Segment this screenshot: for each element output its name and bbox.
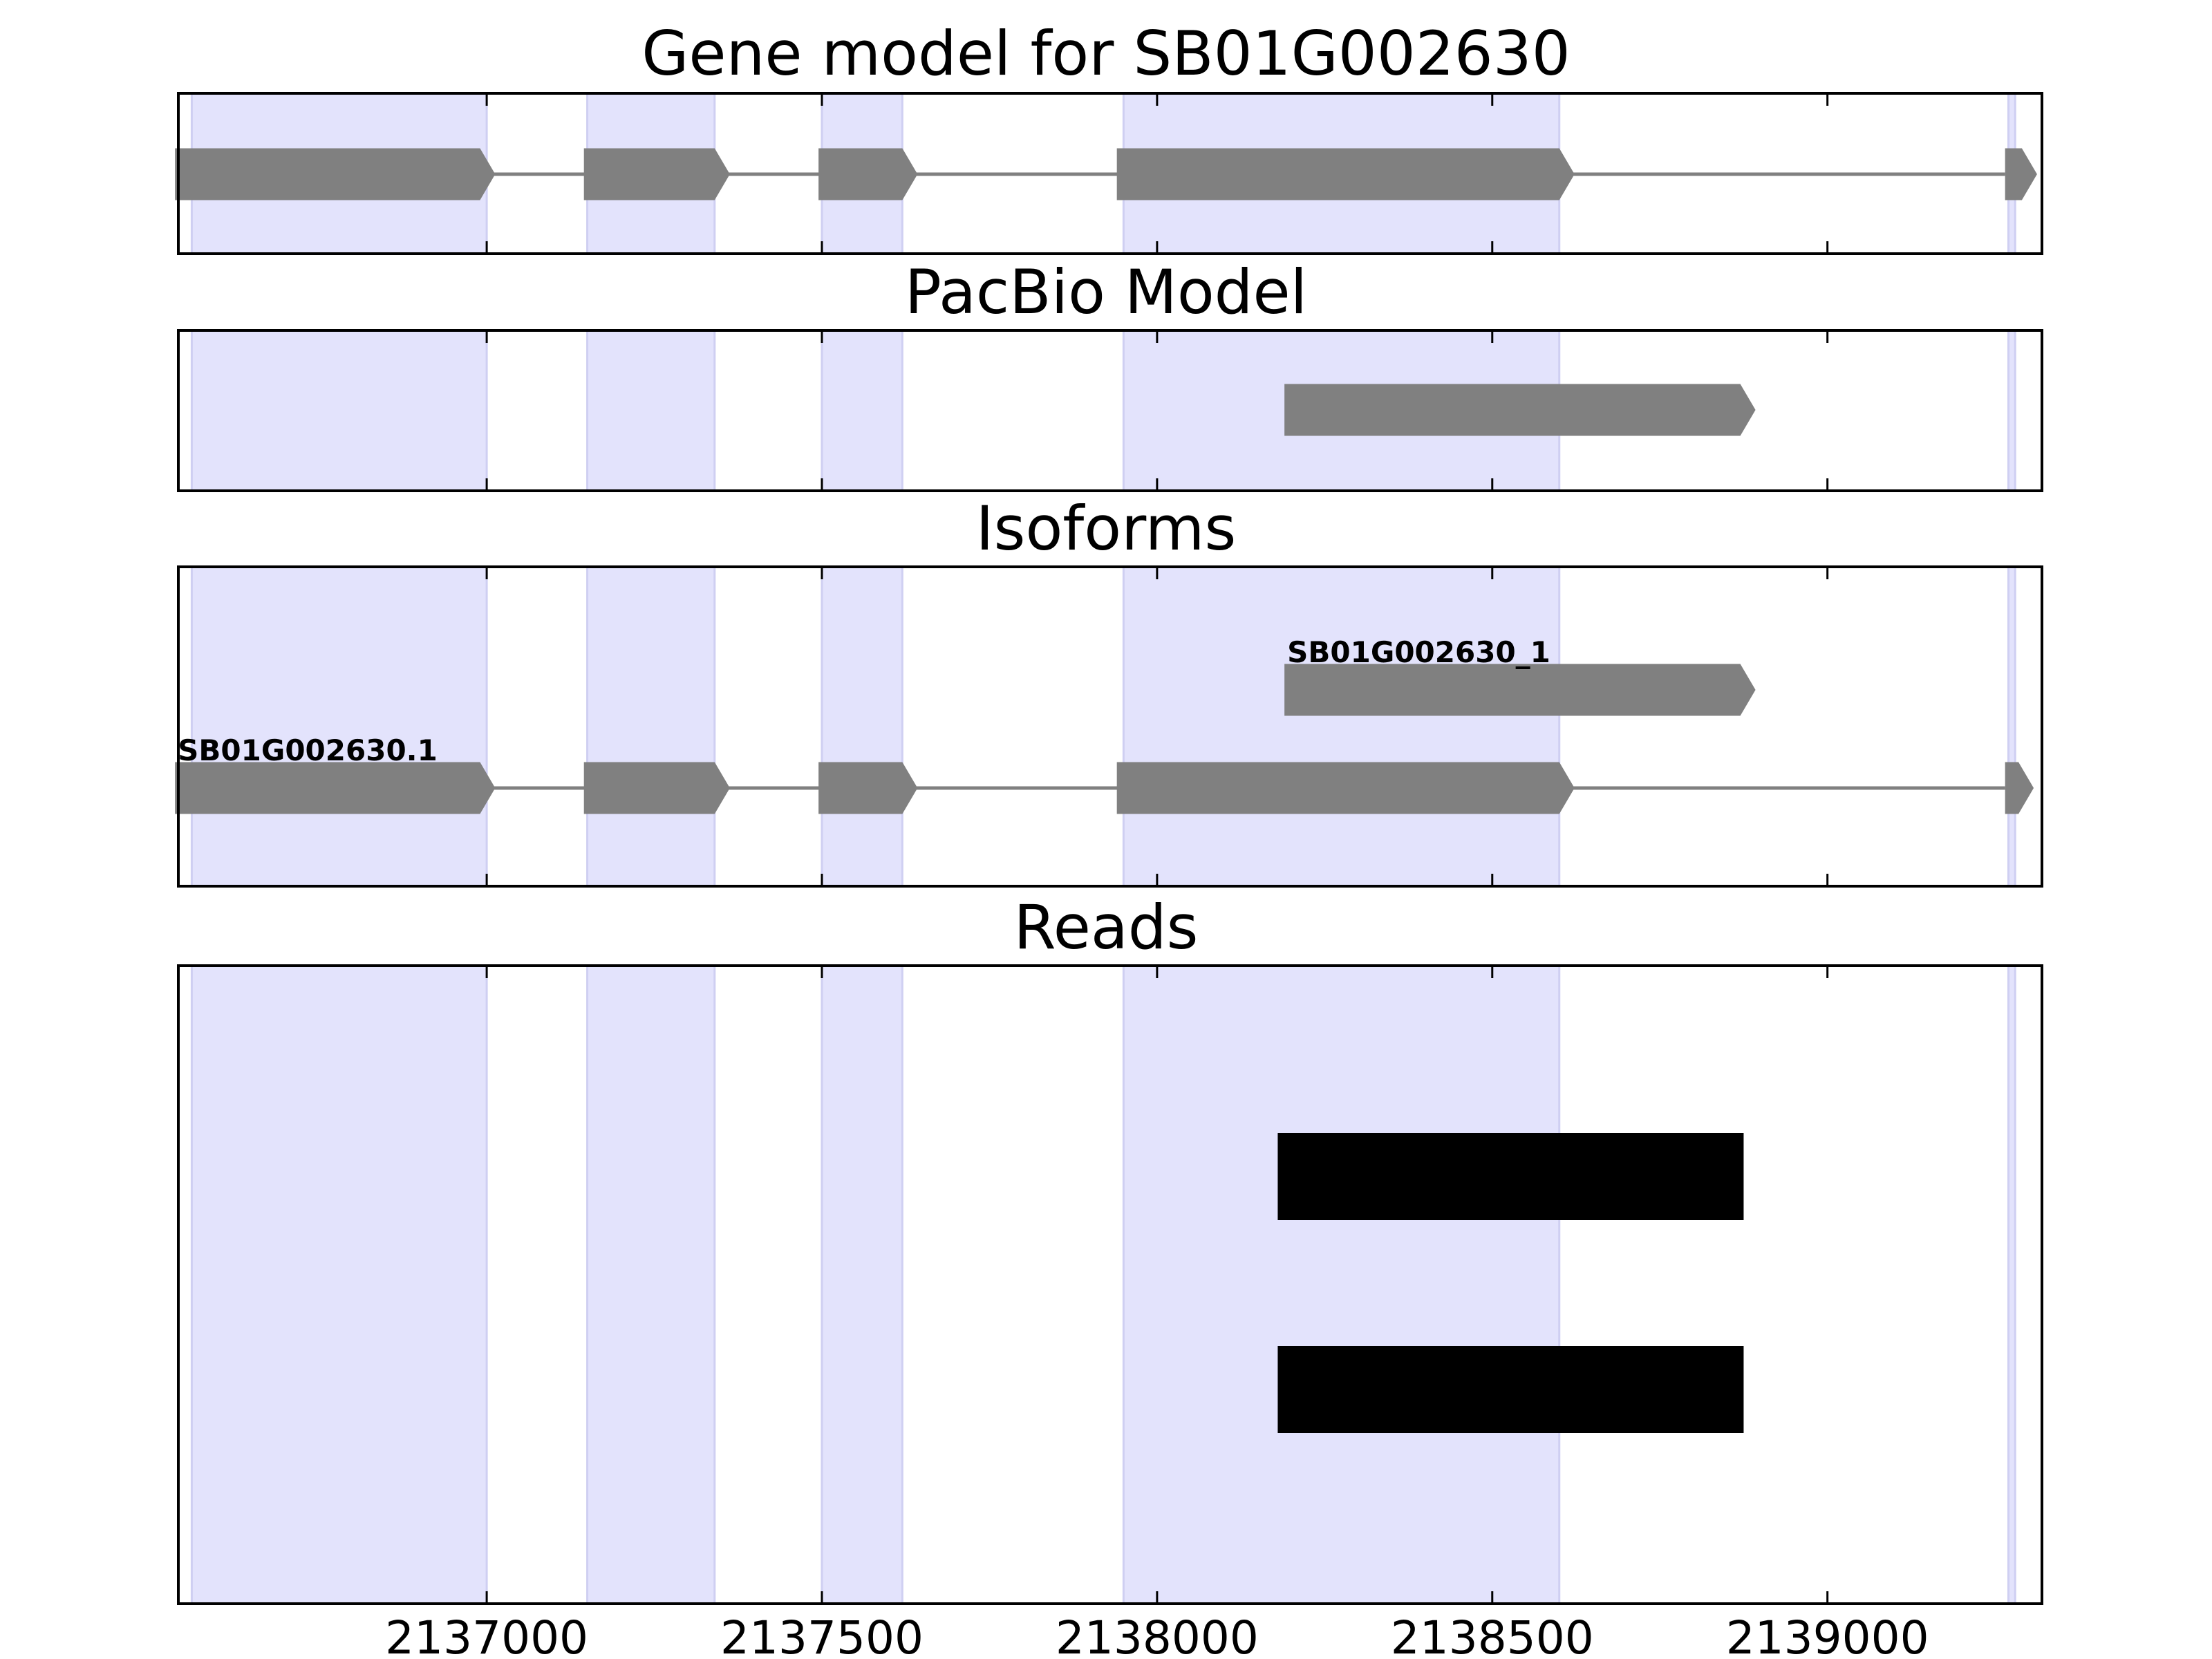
panel-frame [177, 565, 2043, 888]
exon [2005, 148, 2037, 200]
reads-panel: Reads [177, 892, 2043, 1605]
exon [1116, 148, 1575, 200]
exon-highlight-band [821, 565, 903, 888]
exon-highlight-band [586, 329, 716, 492]
exon-highlight-band [2007, 565, 2016, 888]
read-bar [1277, 1346, 1744, 1433]
gene-model-panel [175, 92, 2043, 255]
exon [818, 148, 918, 200]
panel-frame [177, 964, 2043, 1605]
exon-highlight-band [821, 329, 903, 492]
exon-highlight-band [586, 964, 716, 1605]
isoforms-title: Isoforms [976, 493, 1237, 564]
exon [818, 762, 918, 814]
exon-highlight-band [190, 565, 488, 888]
exon [1284, 664, 1756, 716]
exon [583, 148, 730, 200]
exon-highlight-band [2007, 964, 2016, 1605]
x-tick-label: 2138500 [1391, 1611, 1594, 1659]
exon-highlight-band [821, 964, 903, 1605]
panel-frame [177, 329, 2043, 492]
exon [1116, 762, 1575, 814]
exon-highlight-band [190, 964, 488, 1605]
exon [583, 762, 730, 814]
exon-highlight-band [2007, 329, 2016, 492]
exon [1284, 384, 1756, 436]
exon-highlight-band [190, 329, 488, 492]
exon-highlight-band [1122, 565, 1561, 888]
x-tick-label: 2137000 [385, 1611, 588, 1659]
isoform-label: SB01G002630.1 [178, 733, 438, 767]
isoform-label: SB01G002630_1 [1287, 635, 1550, 669]
panel-frame [177, 92, 2043, 255]
pacbio-model-panel: PacBio Model [177, 256, 2043, 492]
reads-title: Reads [1014, 892, 1199, 963]
panels-layer: PacBio Model Isoforms SB01G002630_1 SB01G00… [175, 92, 2043, 1659]
exon [175, 762, 496, 814]
exon [175, 148, 496, 200]
x-tick-label: 2137500 [720, 1611, 924, 1659]
exon-highlight-band [1122, 964, 1561, 1605]
exon-highlight-band [586, 565, 716, 888]
exon [2005, 762, 2034, 814]
read-bar [1277, 1133, 1744, 1220]
figure-title: Gene model for SB01G002630 [641, 18, 1571, 89]
x-tick-label: 2138000 [1056, 1611, 1259, 1659]
isoforms-panel: Isoforms SB01G002630_1 SB01G002630.1 [175, 493, 2043, 888]
x-tick-label: 2139000 [1726, 1611, 1929, 1659]
pacbio-model-title: PacBio Model [905, 256, 1307, 328]
